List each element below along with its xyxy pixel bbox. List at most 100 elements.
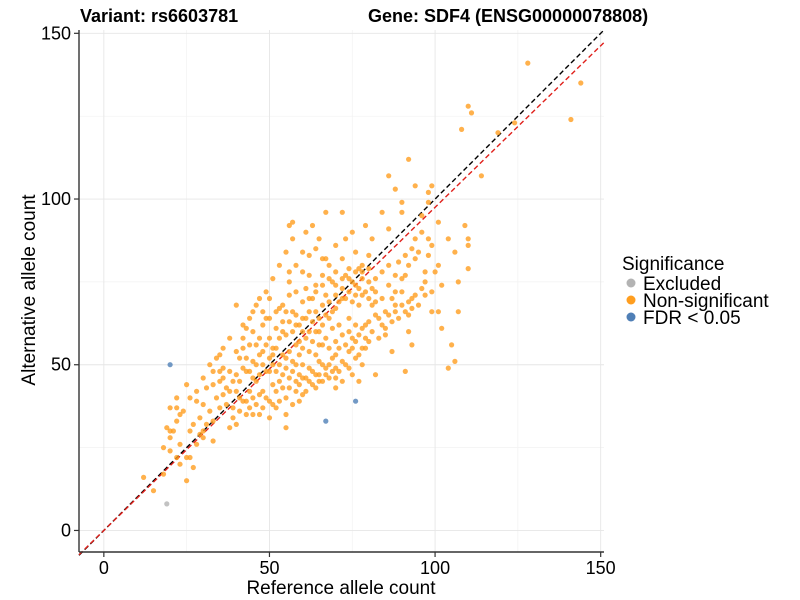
point-non-significant (167, 448, 173, 454)
point-non-significant (253, 401, 259, 408)
point-non-significant (240, 322, 246, 328)
point-non-significant (313, 289, 319, 295)
point-non-significant (253, 342, 259, 348)
point-non-significant (227, 388, 233, 394)
point-non-significant (329, 279, 335, 285)
point-non-significant (349, 279, 355, 285)
point-non-significant (356, 332, 362, 338)
point-non-significant (280, 372, 286, 378)
point-non-significant (419, 213, 425, 219)
point-non-significant (290, 309, 296, 315)
point-non-significant (392, 309, 398, 315)
point-non-significant (362, 345, 369, 351)
point-non-significant (329, 355, 335, 361)
point-non-significant (319, 378, 326, 384)
point-non-significant (366, 266, 372, 272)
point-non-significant (286, 385, 292, 391)
point-non-significant (286, 269, 292, 275)
point-non-significant (240, 335, 246, 341)
point-non-significant (326, 362, 332, 368)
point-non-significant (256, 335, 263, 341)
point-non-significant (309, 319, 316, 325)
point-non-significant (323, 312, 329, 318)
point-non-significant (280, 385, 286, 391)
point-non-significant (286, 279, 292, 285)
point-non-significant (339, 256, 345, 262)
point-non-significant (141, 474, 147, 480)
point-non-significant (346, 289, 352, 295)
point-non-significant (164, 425, 170, 431)
point-non-significant (237, 408, 243, 414)
x-axis-title: Reference allele count (246, 578, 436, 599)
point-non-significant (270, 276, 276, 282)
point-non-significant (283, 365, 289, 371)
point-non-significant (319, 282, 326, 288)
point-non-significant (339, 209, 345, 215)
point-non-significant (399, 289, 405, 295)
point-non-significant (256, 411, 263, 418)
point-non-significant (402, 368, 408, 374)
point-non-significant (465, 266, 471, 272)
point-non-significant (200, 401, 206, 408)
point-non-significant (326, 299, 332, 305)
point-non-significant (422, 292, 428, 298)
point-non-significant (200, 375, 206, 381)
point-non-significant (303, 229, 309, 235)
y-ticks: 0 50 100 150 (41, 23, 79, 540)
point-non-significant (174, 395, 180, 401)
point-non-significant (293, 378, 299, 384)
point-non-significant (372, 372, 379, 378)
point-non-significant (313, 246, 319, 252)
point-non-significant (230, 415, 236, 421)
point-non-significant (402, 309, 408, 315)
reference-lines (78, 29, 605, 556)
point-non-significant (300, 375, 306, 381)
point-non-significant (296, 352, 302, 358)
point-non-significant (353, 355, 359, 361)
point-non-significant (399, 209, 405, 215)
legend: Significance Excluded Non-significant FD… (622, 254, 769, 329)
point-non-significant (273, 309, 279, 315)
point-non-significant (323, 292, 329, 298)
chart-title-gene: Gene: SDF4 (ENSG00000078808) (368, 6, 648, 26)
legend-key-excluded (626, 278, 636, 288)
point-non-significant (243, 325, 249, 331)
point-non-significant (280, 302, 286, 308)
point-non-significant (376, 315, 382, 321)
point-non-significant (362, 322, 369, 328)
x-tick-label: 100 (420, 558, 450, 578)
point-non-significant (190, 464, 196, 471)
point-non-significant (369, 285, 375, 292)
point-non-significant (343, 272, 349, 278)
point-non-significant (160, 445, 167, 451)
point-non-significant (333, 375, 339, 381)
point-non-significant (266, 355, 273, 361)
point-non-significant (217, 405, 223, 411)
point-non-significant (422, 279, 428, 285)
point-non-significant (379, 209, 385, 215)
point-non-significant (313, 309, 319, 315)
legend-title: Significance (622, 254, 724, 275)
point-non-significant (366, 252, 372, 258)
point-excluded (164, 501, 170, 507)
point-non-significant (283, 395, 289, 401)
point-non-significant (346, 348, 352, 355)
point-non-significant (406, 312, 412, 318)
point-non-significant (300, 392, 306, 398)
point-non-significant (233, 388, 239, 394)
point-non-significant (359, 362, 365, 368)
point-non-significant (478, 173, 484, 179)
point-non-significant (366, 279, 372, 285)
point-non-significant (233, 302, 239, 308)
point-non-significant (455, 279, 461, 285)
point-non-significant (263, 342, 269, 348)
reference-line-identity (78, 29, 605, 556)
point-non-significant (379, 269, 385, 275)
point-non-significant (372, 276, 379, 282)
point-non-significant (316, 358, 322, 364)
point-non-significant (319, 342, 326, 348)
point-non-significant (187, 395, 193, 401)
point-non-significant (230, 378, 236, 384)
point-non-significant (366, 319, 372, 325)
point-non-significant (465, 103, 471, 109)
